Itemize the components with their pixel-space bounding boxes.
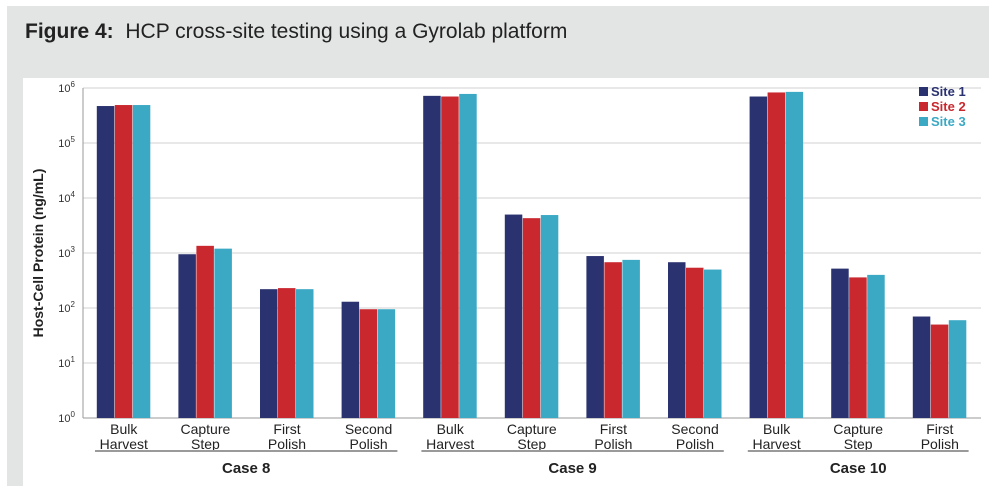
figure-panel: Figure 4: HCP cross-site testing using a… <box>7 6 993 486</box>
x-tick-label: First <box>926 421 953 437</box>
x-tick-label: Harvest <box>426 436 474 452</box>
legend-label: Site 2 <box>931 99 966 114</box>
figure-title-text: HCP cross-site testing using a Gyrolab p… <box>125 20 568 43</box>
group-label: Case 9 <box>548 460 596 477</box>
x-tick-label: Harvest <box>100 436 148 452</box>
bar <box>831 268 849 418</box>
y-tick-label: 100 <box>58 410 75 425</box>
x-tick-label: Step <box>191 436 220 452</box>
bar <box>296 289 314 418</box>
bar <box>604 262 622 418</box>
y-tick-label: 104 <box>58 190 75 205</box>
bar <box>849 277 867 418</box>
bar <box>586 256 604 418</box>
bar <box>540 215 559 418</box>
bar <box>441 96 459 419</box>
bar <box>668 262 686 418</box>
x-tick-label: Polish <box>594 436 632 452</box>
bar <box>260 289 278 418</box>
x-tick-label: Harvest <box>752 436 800 452</box>
bar <box>767 92 786 418</box>
x-tick-label: Bulk <box>437 421 465 437</box>
bar <box>785 91 804 418</box>
legend-swatch <box>919 117 928 126</box>
bar <box>423 95 441 418</box>
group-label: Case 8 <box>222 460 270 477</box>
x-tick-label: Second <box>671 421 718 437</box>
legend-label: Site 1 <box>931 84 966 99</box>
y-tick-label: 103 <box>58 245 75 260</box>
bar <box>359 309 378 418</box>
legend-label: Site 3 <box>931 114 966 129</box>
bar <box>96 106 115 419</box>
legend-swatch <box>919 87 928 96</box>
bar <box>686 267 704 418</box>
y-tick-label: 102 <box>58 300 75 315</box>
bar <box>178 254 196 418</box>
chart-area: 100 101 102 103 104 105 106 Host-Cell Protein (… <box>23 78 993 486</box>
y-tick-label: 105 <box>58 135 75 150</box>
x-tick-label: Capture <box>180 421 230 437</box>
bar <box>214 248 232 418</box>
bar <box>377 309 396 418</box>
bar <box>704 269 722 418</box>
bar <box>114 105 133 418</box>
x-tick-label: Polish <box>921 436 959 452</box>
hcp-bar-chart: 100 101 102 103 104 105 106 Host-Cell Protein (… <box>30 80 981 477</box>
x-tick-label: First <box>600 421 627 437</box>
bar <box>912 316 931 418</box>
bar <box>504 214 523 418</box>
bar <box>278 288 296 418</box>
x-tick-label: Step <box>517 436 546 452</box>
x-tick-label: Polish <box>268 436 306 452</box>
bar <box>948 320 967 418</box>
x-tick-label: Step <box>844 436 873 452</box>
y-tick-label: 101 <box>58 355 75 370</box>
bar <box>196 245 214 418</box>
x-tick-label: Bulk <box>110 421 138 437</box>
x-tick-label: Polish <box>350 436 388 452</box>
bar <box>622 259 640 418</box>
bar <box>341 301 360 418</box>
x-tick-label: First <box>273 421 300 437</box>
x-tick-label: Bulk <box>763 421 791 437</box>
y-tick-label: 106 <box>58 80 75 95</box>
x-tick-label: Second <box>345 421 392 437</box>
x-tick-label: Polish <box>676 436 714 452</box>
x-tick-label: Capture <box>507 421 557 437</box>
legend-swatch <box>919 102 928 111</box>
bar <box>930 324 949 418</box>
bar <box>132 105 151 418</box>
x-tick-label: Capture <box>833 421 883 437</box>
bar <box>749 96 768 419</box>
group-label: Case 10 <box>830 460 887 477</box>
figure-label: Figure 4: <box>25 20 114 43</box>
figure-title: Figure 4: HCP cross-site testing using a… <box>25 20 567 44</box>
y-axis-label: Host-Cell Protein (ng/mL) <box>30 169 46 338</box>
bar <box>522 218 541 418</box>
bar <box>867 274 885 418</box>
bar <box>459 93 477 418</box>
